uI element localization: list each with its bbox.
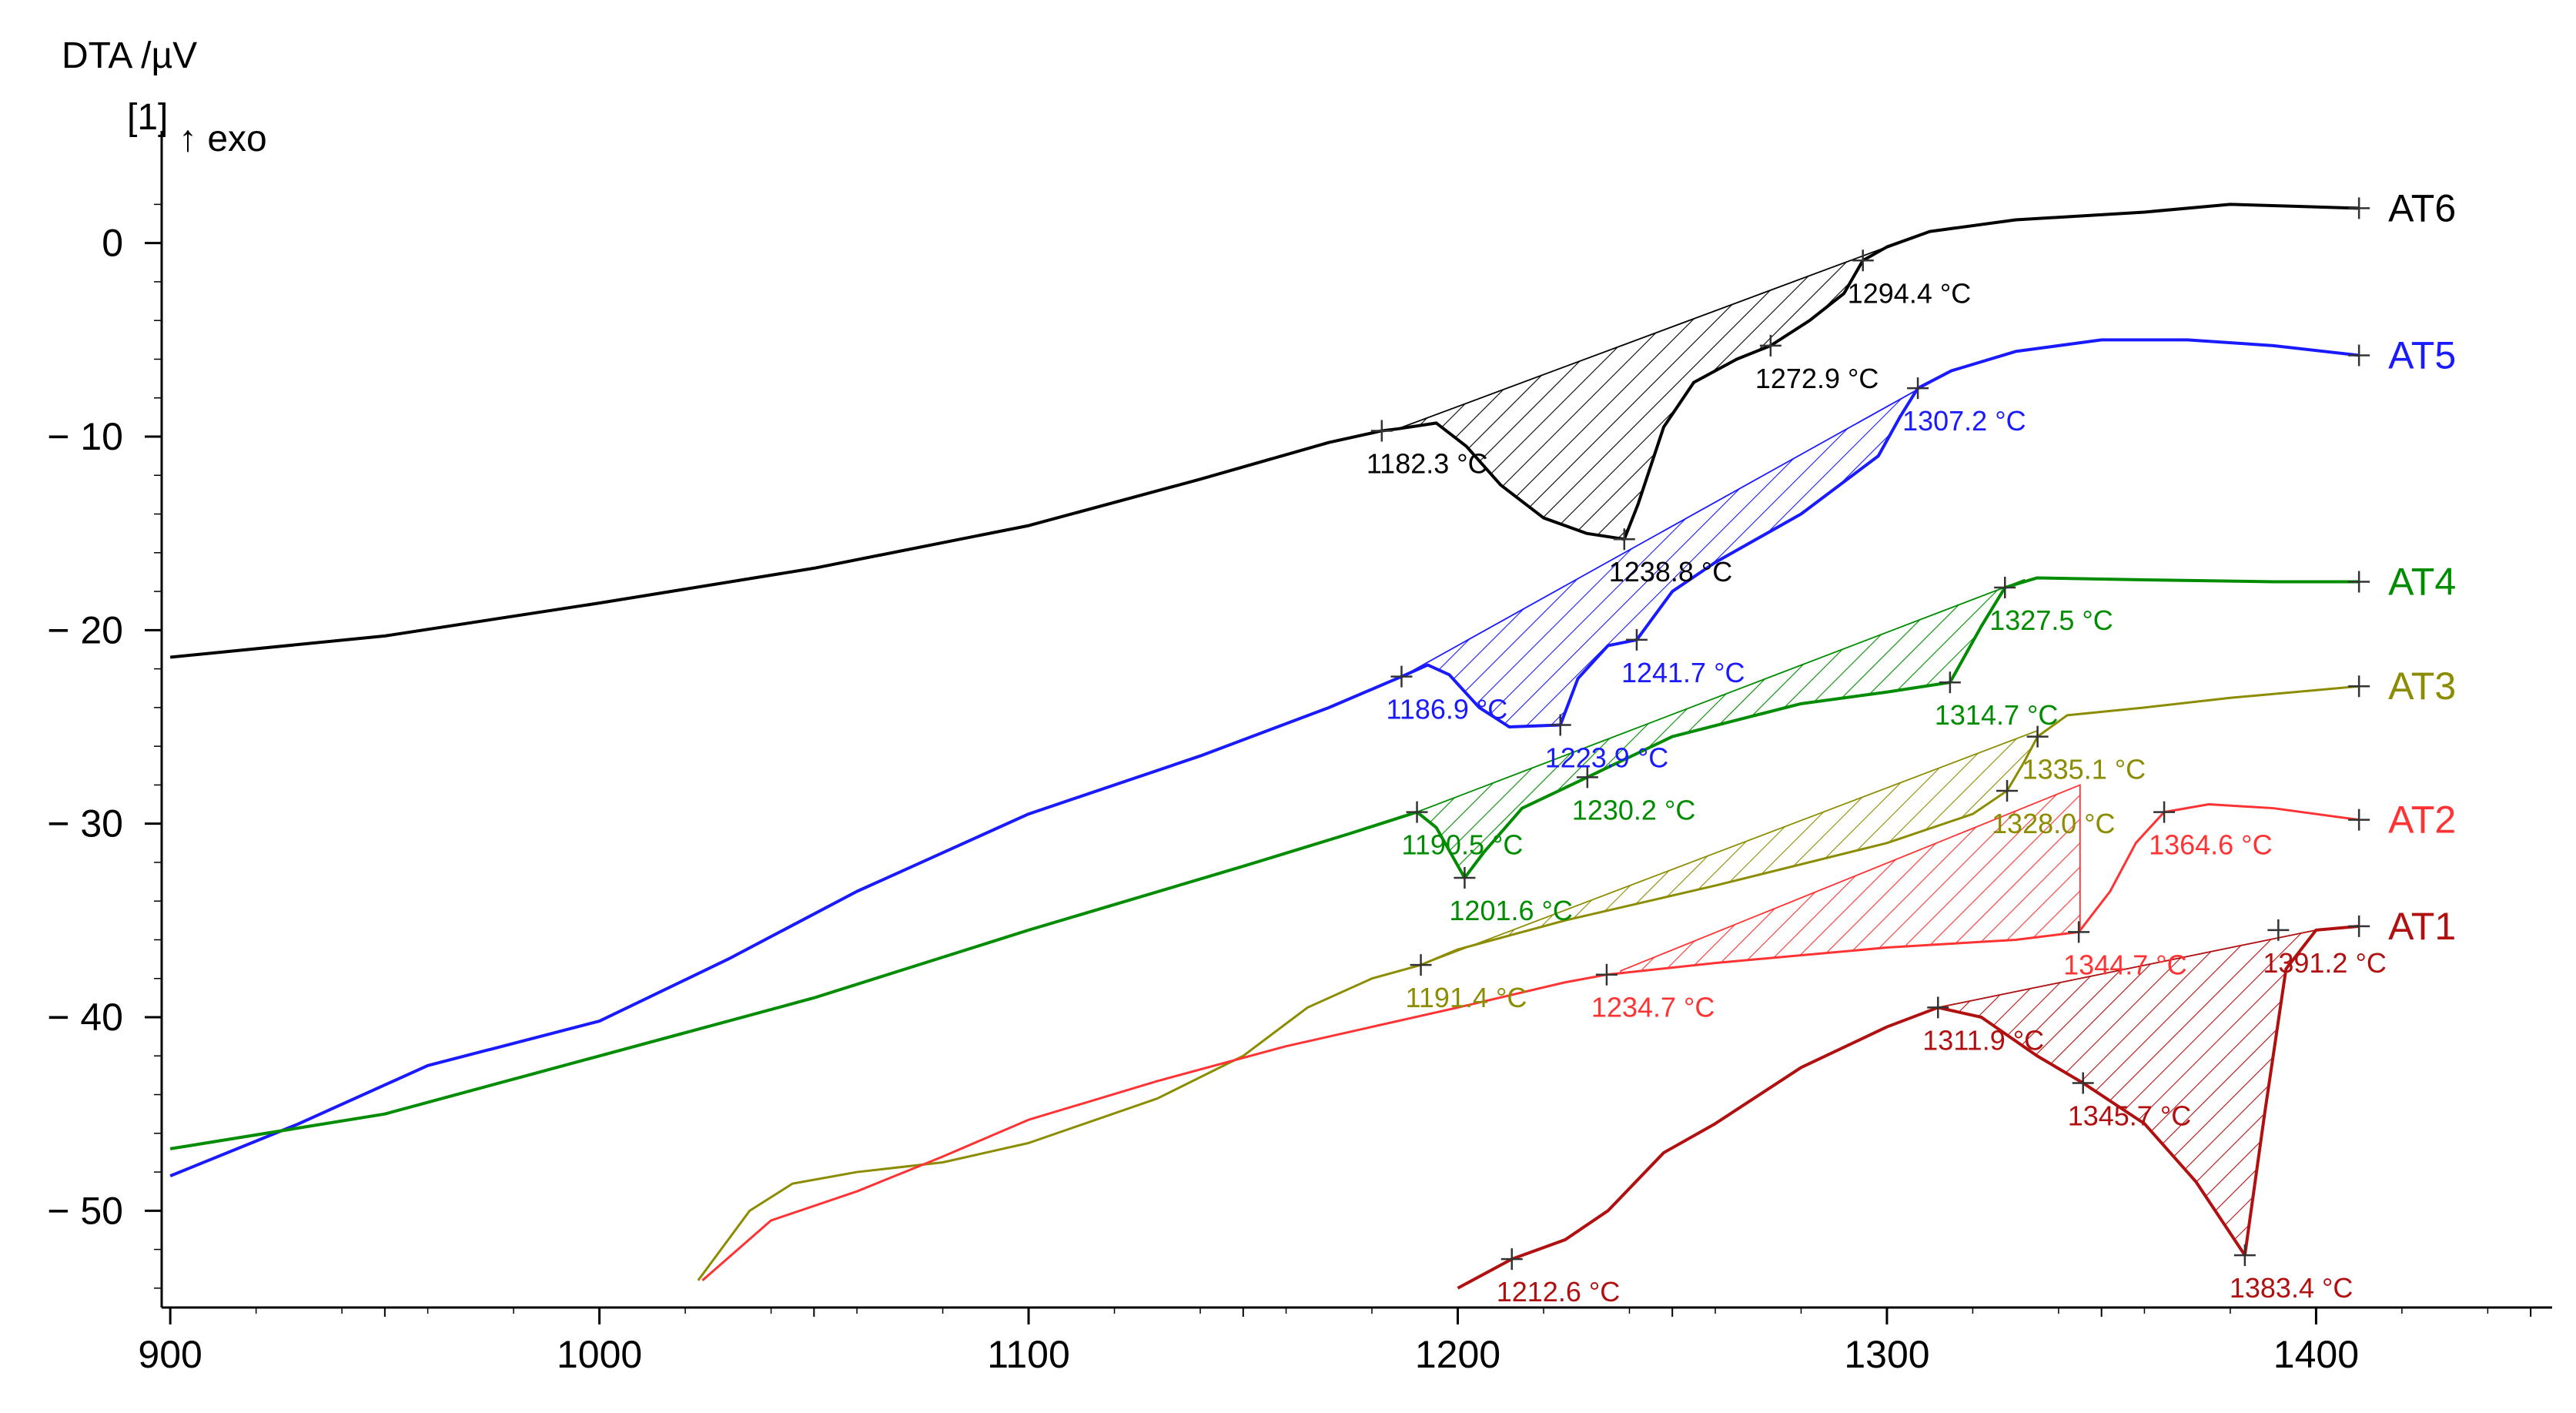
series-line-at6	[169, 203, 2360, 659]
temperature-annotation: 1328.0 °C	[1992, 808, 2116, 839]
temperature-annotations: 1182.3 °C 1238.8 °C 1272.9 °C 1294.4 °C 1186…	[1367, 277, 2387, 1308]
temperature-annotation: 1311.9 °C	[1922, 1024, 2044, 1056]
temperature-annotation: 1272.9 °C	[1755, 363, 1879, 394]
y-tick-label: − 30	[47, 802, 123, 845]
axes: 900 1000 1100 1200 1300 1400 0 − 10 − 20 − 30 − 40…	[47, 131, 2552, 1376]
end-marker-at6	[2348, 197, 2370, 219]
peak-marker	[1759, 334, 1781, 357]
peak-marker	[2233, 1244, 2256, 1267]
peak-markers	[1370, 197, 2370, 1271]
peak-marker	[1595, 963, 1618, 986]
series-line-at1	[1457, 924, 2360, 1290]
peak-marker	[1500, 1248, 1523, 1271]
series-label-at4: AT4	[2388, 561, 2456, 604]
series-label-at1: AT1	[2388, 905, 2456, 948]
peak-marker	[1852, 249, 1874, 272]
temperature-annotation: 1201.6 °C	[1449, 895, 1573, 926]
temperature-annotation: 1186.9 °C	[1386, 694, 1507, 725]
temperature-annotation: 1314.7 °C	[1935, 699, 2059, 731]
x-tick-label: 1000	[557, 1333, 642, 1376]
y-tick-label: 0	[102, 222, 123, 265]
temperature-annotation: 1344.7 °C	[2063, 949, 2187, 980]
temperature-annotation: 1230.2 °C	[1572, 794, 1696, 825]
end-marker-at4	[2348, 571, 2370, 593]
peak-marker	[2068, 921, 2090, 943]
temperature-annotation: 1345.7 °C	[2068, 1100, 2192, 1131]
temperature-annotation: 1234.7 °C	[1591, 992, 1715, 1023]
peak-marker	[1390, 665, 1413, 688]
peak-marker	[1454, 867, 1476, 889]
series-label-at5: AT5	[2388, 333, 2456, 377]
peak-marker	[1939, 671, 1961, 694]
peak-marker	[1370, 420, 1393, 442]
x-tick-label: 900	[138, 1333, 202, 1376]
peak-marker	[2267, 919, 2290, 941]
end-marker-at5	[2348, 344, 2370, 367]
series-lines	[169, 203, 2360, 1290]
peak-marker	[1625, 628, 1648, 651]
temperature-annotation: 1391.2 °C	[2263, 947, 2387, 979]
peak-marker	[1994, 577, 2016, 599]
temperature-annotation: 1294.4 °C	[1848, 277, 1972, 309]
y-axis-title: DTA /µV	[62, 35, 197, 76]
temperature-annotation: 1307.2 °C	[1902, 405, 2026, 437]
x-tick-label: 1300	[1844, 1333, 1929, 1376]
x-tick-label: 1200	[1415, 1333, 1500, 1376]
temperature-annotation: 1212.6 °C	[1497, 1276, 1621, 1308]
y-tick-label: − 50	[47, 1189, 123, 1232]
exo-direction-label: ↑ exo	[179, 119, 267, 159]
x-tick-label: 1100	[987, 1333, 1070, 1376]
temperature-annotation: 1335.1 °C	[2022, 754, 2146, 785]
y-tick-label: − 20	[47, 608, 123, 651]
temperature-annotation: 1238.8 °C	[1609, 556, 1733, 588]
series-line-at3	[697, 685, 2360, 1281]
end-marker-at3	[2348, 675, 2370, 698]
end-marker-at2	[2348, 809, 2370, 831]
series-labels: AT6 AT5 AT4 AT3 AT2 AT1	[2388, 186, 2456, 947]
series-line-at2	[701, 803, 2360, 1281]
peak-marker	[1406, 801, 1428, 823]
series-label-at2: AT2	[2388, 799, 2456, 842]
peak-marker	[1907, 377, 1929, 400]
series-label-at3: AT3	[2388, 665, 2456, 708]
peak-marker	[1613, 528, 1635, 551]
temperature-annotation: 1383.4 °C	[2230, 1272, 2354, 1304]
temperature-annotation: 1241.7 °C	[1621, 657, 1745, 688]
temperature-annotation: 1191.4 °C	[1406, 982, 1527, 1013]
temperature-annotation: 1190.5 °C	[1402, 829, 1524, 861]
temperature-annotation: 1327.5 °C	[1989, 604, 2113, 636]
x-tick-label: 1400	[2273, 1333, 2359, 1376]
series-line-at4	[169, 576, 2360, 1150]
y-tick-label: − 40	[47, 996, 123, 1039]
temperature-annotation: 1182.3 °C	[1367, 447, 1488, 479]
peak-marker	[2072, 1072, 2094, 1094]
peak-marker	[2026, 725, 2049, 748]
peak-marker	[1996, 779, 2019, 802]
peak-marker	[1410, 954, 1432, 976]
peak-marker	[1549, 714, 1571, 736]
end-marker-at1	[2348, 915, 2370, 937]
peak-marker	[1576, 766, 1598, 789]
y-tick-label: − 10	[47, 415, 123, 458]
peak-marker	[2153, 801, 2176, 823]
peak-marker	[1927, 996, 1949, 1019]
series-line-at5	[169, 338, 2360, 1177]
temperature-annotation: 1223.9 °C	[1545, 742, 1669, 773]
temperature-annotation: 1364.6 °C	[2149, 829, 2273, 861]
series-label-at6: AT6	[2388, 186, 2456, 229]
